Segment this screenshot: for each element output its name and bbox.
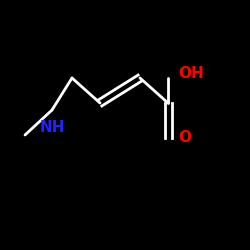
Text: OH: OH — [178, 66, 204, 80]
Text: O: O — [178, 130, 191, 146]
Text: NH: NH — [39, 120, 65, 135]
